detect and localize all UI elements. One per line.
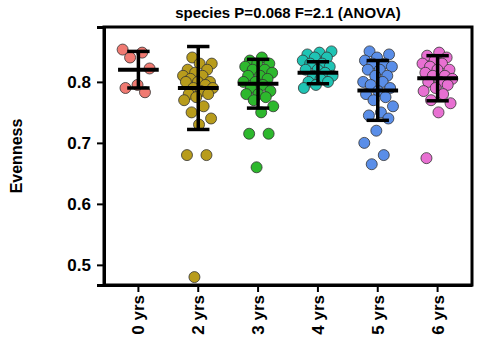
error-bar-cap	[367, 119, 389, 123]
mean-line	[178, 86, 219, 90]
error-bar	[178, 47, 219, 130]
category-points	[178, 52, 219, 283]
y-axis-title: Evenness	[8, 119, 25, 194]
point	[322, 76, 333, 87]
error-bar	[357, 61, 398, 121]
y-tick: 0.6	[67, 195, 104, 214]
error-bar	[298, 62, 339, 84]
x-tick: 5 yrs	[369, 285, 388, 335]
x-tick-label: 2 yrs	[189, 295, 208, 335]
error-bar-cap	[367, 59, 389, 63]
point	[378, 150, 389, 161]
x-tick: 6 yrs	[429, 285, 448, 335]
error-bar-cap	[187, 45, 209, 49]
title: species P=0.068 F=2.1 (ANOVA)	[175, 4, 401, 21]
point	[179, 95, 190, 106]
x-tick-label: 0 yrs	[129, 295, 148, 335]
point	[189, 272, 200, 283]
x-tick: 0 yrs	[129, 285, 148, 335]
category-points	[358, 46, 399, 170]
x-tick: 3 yrs	[249, 285, 268, 335]
mean-line	[238, 82, 279, 86]
point	[387, 101, 398, 112]
error-bar-cap	[426, 99, 448, 103]
x-tick: 2 yrs	[189, 285, 208, 335]
point	[383, 113, 394, 124]
point	[186, 107, 197, 118]
y-tick: 0.8	[67, 73, 104, 92]
y-tick: 0.5	[67, 256, 104, 275]
point	[181, 150, 192, 161]
y-tick-label: 0.6	[67, 195, 91, 214]
error-bar	[118, 51, 159, 88]
x-tick: 4 yrs	[309, 285, 328, 335]
mean-line	[357, 88, 398, 92]
category-points	[238, 52, 279, 173]
point	[366, 159, 377, 170]
point	[359, 137, 370, 148]
point	[421, 153, 432, 164]
x-tick-label: 4 yrs	[309, 295, 328, 335]
point	[201, 150, 212, 161]
mean-line	[118, 68, 159, 72]
point	[244, 128, 255, 139]
error-bar	[238, 59, 279, 108]
error-bar-cap	[307, 60, 329, 64]
y-tick-label: 0.7	[67, 134, 91, 153]
point	[251, 162, 262, 173]
error-bar	[417, 56, 458, 101]
error-bar-cap	[247, 106, 269, 110]
point	[191, 92, 202, 103]
point	[371, 125, 382, 136]
plot: 0.5 0.6 0.7 0.8 0 yrs 2 yrs 3 yrs 4 yrs 5 yrs 6 y…	[67, 27, 472, 335]
y-tick-label: 0.8	[67, 73, 91, 92]
error-bar-cap	[307, 82, 329, 86]
point	[418, 86, 429, 97]
x-tick-label: 6 yrs	[429, 295, 448, 335]
x-axis: 0 yrs 2 yrs 3 yrs 4 yrs 5 yrs 6 yrs	[105, 285, 473, 335]
point	[206, 113, 217, 124]
x-tick-label: 3 yrs	[249, 295, 268, 335]
point	[263, 128, 274, 139]
point	[433, 107, 444, 118]
x-tick-label: 5 yrs	[369, 295, 388, 335]
error-bar-cap	[127, 86, 149, 90]
category-points	[297, 46, 338, 94]
error-bar-cap	[127, 50, 149, 54]
plot-frame	[104, 27, 472, 285]
category-points	[417, 47, 458, 164]
y-axis: 0.5 0.6 0.7 0.8	[67, 28, 104, 286]
error-bar-cap	[187, 128, 209, 132]
mean-line	[298, 71, 339, 75]
marks	[117, 44, 458, 283]
point	[260, 92, 271, 103]
point	[125, 52, 136, 63]
error-bar-cap	[247, 58, 269, 62]
chart: 0.5 0.6 0.7 0.8 0 yrs 2 yrs 3 yrs 4 yrs 5 yrs 6 y…	[0, 0, 496, 354]
mean-line	[417, 76, 458, 80]
error-bar-cap	[426, 54, 448, 58]
point	[268, 101, 279, 112]
y-tick: 0.7	[67, 134, 104, 153]
y-tick-label: 0.5	[67, 256, 91, 275]
point	[203, 89, 214, 100]
point	[380, 92, 391, 103]
